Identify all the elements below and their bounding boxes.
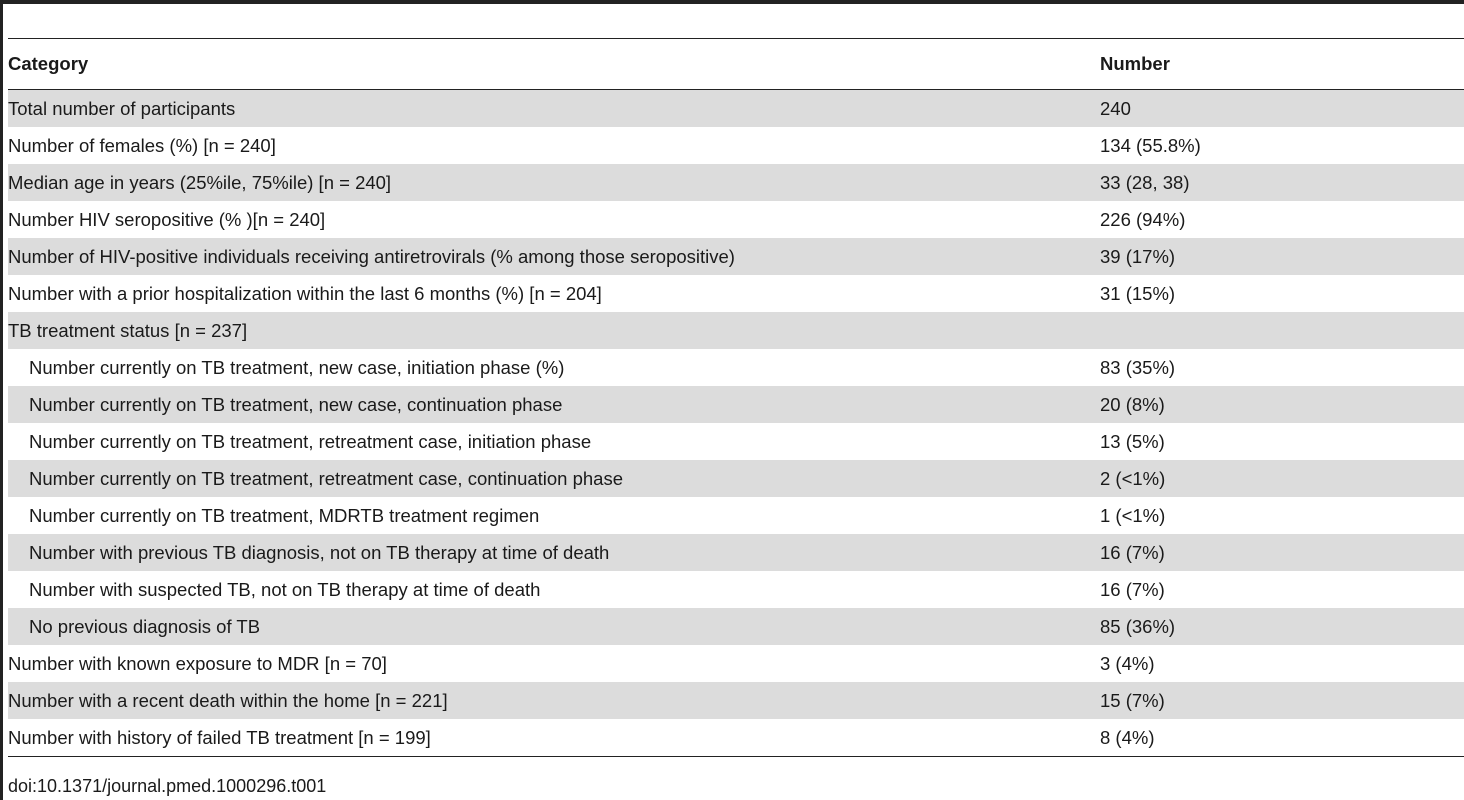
row-number-cell: 2 (<1%) [1100, 460, 1464, 497]
row-category-cell: Number of females (%) [n = 240] [8, 134, 276, 156]
row-number-cell: 240 [1100, 89, 1464, 127]
row-number-cell: 16 (7%) [1100, 578, 1165, 600]
table-header: Category Number [8, 38, 1464, 90]
row-number-cell: 33 (28, 38) [1100, 164, 1464, 201]
table-row: Median age in years (25%ile, 75%ile) [n … [8, 164, 1464, 201]
row-category-cell: Number with a prior hospitalization with… [8, 282, 602, 304]
table-body: Total number of participants 240 Number of… [8, 89, 1464, 757]
row-category-cell: Number HIV seropositive (% )[n = 240] [8, 208, 326, 230]
row-category-cell: Number with known exposure to MDR [n = 7… [8, 652, 387, 674]
table-row: Number with suspected TB, not on TB ther… [8, 571, 1464, 608]
row-number-cell: 83 (35%) [1100, 356, 1176, 378]
row-number-cell: 226 (94%) [1100, 208, 1186, 230]
row-number-cell: 8 (4%) [1100, 726, 1155, 748]
row-category-cell: Number of HIV-positive individuals recei… [8, 238, 1100, 275]
row-number-cell: 15 (7%) [1100, 682, 1464, 719]
header-row: Category Number [8, 38, 1464, 90]
table-row: Number HIV seropositive (% )[n = 240] 226… [8, 201, 1464, 238]
top-border-rule [0, 0, 1464, 4]
table-row: TB treatment status [n = 237] [8, 312, 1464, 349]
table-row: Number with a recent death within the ho… [8, 682, 1464, 719]
header-number: Number [1100, 53, 1170, 74]
row-category-cell: TB treatment status [n = 237] [8, 312, 1100, 349]
table-row: No previous diagnosis of TB 85 (36%) [8, 608, 1464, 645]
row-number-cell: 39 (17%) [1100, 238, 1464, 275]
table-row: Number currently on TB treatment, new ca… [8, 386, 1464, 423]
row-number-cell: 134 (55.8%) [1100, 134, 1201, 156]
row-number-cell: 3 (4%) [1100, 652, 1155, 674]
row-number-cell: 31 (15%) [1100, 282, 1176, 304]
row-category-cell: Number currently on TB treatment, new ca… [29, 356, 565, 378]
row-number-cell: 1 (<1%) [1100, 504, 1166, 526]
participant-characteristics-table: Category Number Total number of particip… [8, 38, 1464, 757]
row-category-cell: Total number of participants [8, 89, 1100, 127]
row-category-cell: Number currently on TB treatment, new ca… [8, 386, 1100, 423]
row-category-cell: Number currently on TB treatment, retrea… [8, 460, 1100, 497]
table-row: Number currently on TB treatment, retrea… [8, 460, 1464, 497]
row-number-cell: 20 (8%) [1100, 386, 1464, 423]
table-row: Number currently on TB treatment, MDRTB … [8, 497, 1464, 534]
table-row: Total number of participants 240 [8, 89, 1464, 127]
table-row: Number with known exposure to MDR [n = 7… [8, 645, 1464, 682]
table-row: Number of HIV-positive individuals recei… [8, 238, 1464, 275]
row-category-cell: No previous diagnosis of TB [8, 608, 1100, 645]
row-category-cell: Median age in years (25%ile, 75%ile) [n … [8, 164, 1100, 201]
table-row: Number with previous TB diagnosis, not o… [8, 534, 1464, 571]
table-container: Category Number Total number of particip… [8, 38, 1464, 757]
table-row: Number with history of failed TB treatme… [8, 719, 1464, 757]
row-category-cell: Number currently on TB treatment, MDRTB … [29, 504, 540, 526]
doi-caption: doi:10.1371/journal.pmed.1000296.t001 [8, 776, 327, 796]
row-category-cell: Number with previous TB diagnosis, not o… [8, 534, 1100, 571]
header-category: Category [8, 53, 89, 74]
row-category-cell: Number with history of failed TB treatme… [8, 726, 431, 748]
row-number-cell: 85 (36%) [1100, 608, 1464, 645]
table-row: Number of females (%) [n = 240] 134 (55.8… [8, 127, 1464, 164]
table-row: Number currently on TB treatment, retrea… [8, 423, 1464, 460]
left-border-rule [0, 0, 3, 800]
table-row: Number currently on TB treatment, new ca… [8, 349, 1464, 386]
row-number-cell: 16 (7%) [1100, 534, 1464, 571]
row-category-cell: Number with a recent death within the ho… [8, 682, 1100, 719]
row-number-cell [1100, 312, 1464, 349]
table-row: Number with a prior hospitalization with… [8, 275, 1464, 312]
row-category-cell: Number currently on TB treatment, retrea… [29, 430, 592, 452]
row-category-cell: Number with suspected TB, not on TB ther… [29, 578, 541, 600]
row-number-cell: 13 (5%) [1100, 430, 1165, 452]
